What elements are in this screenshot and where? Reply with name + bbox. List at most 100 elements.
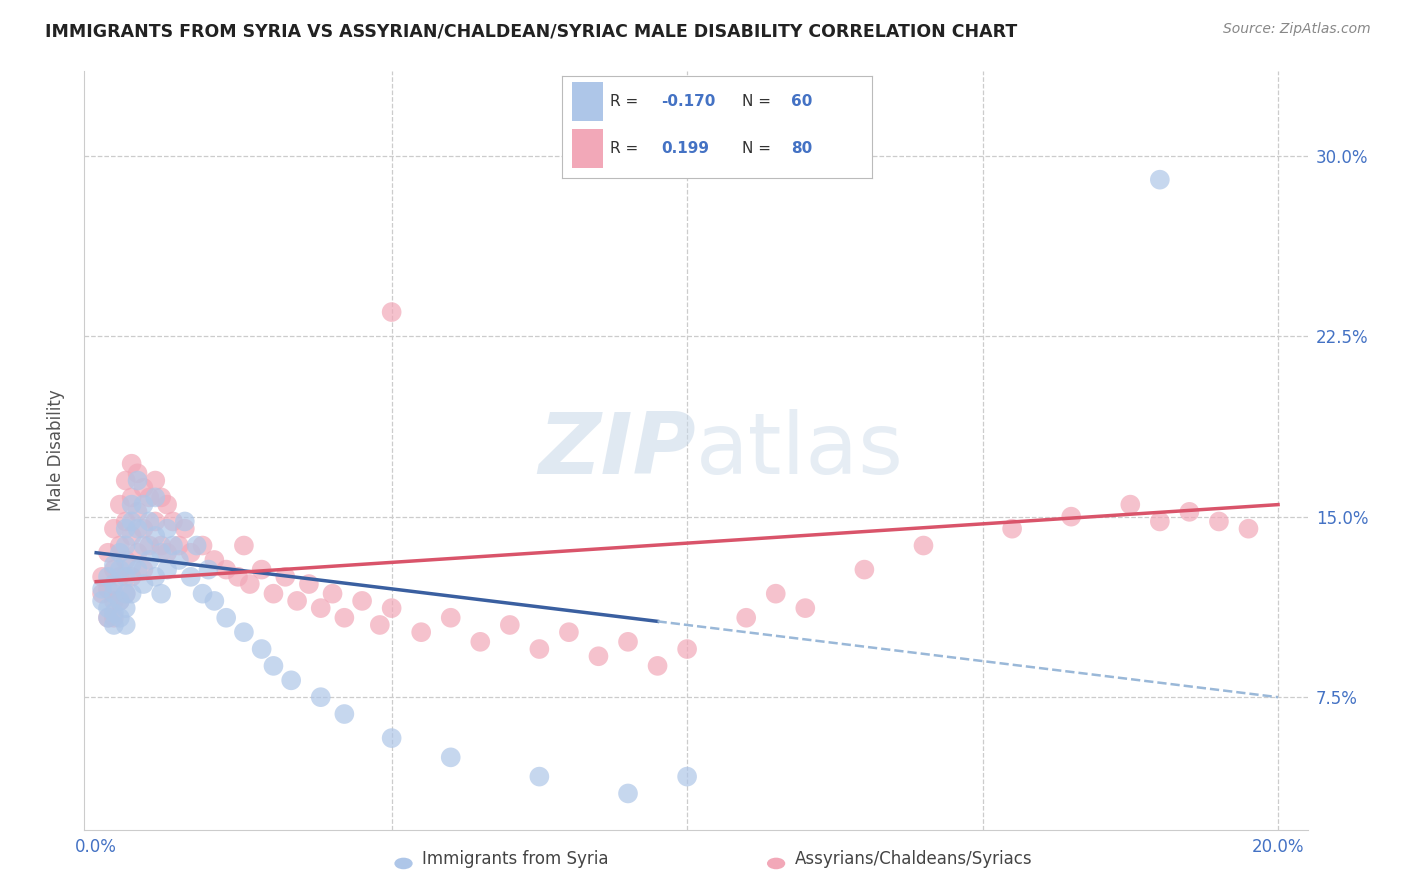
Point <box>262 659 284 673</box>
Point <box>97 582 120 596</box>
Point <box>132 522 155 536</box>
Point <box>1237 522 1260 536</box>
Point <box>232 625 254 640</box>
Point <box>647 659 669 673</box>
Point <box>114 601 136 615</box>
Point <box>97 601 120 615</box>
Point <box>143 474 166 488</box>
Point <box>103 587 125 601</box>
Point <box>97 611 120 625</box>
Point <box>197 563 219 577</box>
Point <box>912 539 935 553</box>
Point <box>108 594 131 608</box>
Point <box>127 474 149 488</box>
Bar <box>572 129 603 168</box>
Point <box>121 587 143 601</box>
Point <box>262 587 284 601</box>
Point <box>1060 509 1083 524</box>
Point <box>186 539 208 553</box>
Point <box>1208 515 1230 529</box>
Point <box>285 594 308 608</box>
Point <box>156 498 179 512</box>
Point <box>162 539 184 553</box>
Point <box>202 553 225 567</box>
Point <box>529 642 551 657</box>
Point <box>103 618 125 632</box>
Point <box>108 570 131 584</box>
Point <box>250 642 273 657</box>
Point <box>156 563 179 577</box>
Point <box>150 491 173 505</box>
Point <box>558 625 581 640</box>
Text: 60: 60 <box>792 94 813 109</box>
Point <box>180 570 202 584</box>
Point <box>97 611 120 625</box>
Point <box>333 706 356 721</box>
Point <box>114 587 136 601</box>
Point <box>108 539 131 553</box>
Point <box>381 601 404 615</box>
Point <box>215 611 238 625</box>
Point <box>173 522 195 536</box>
Point <box>180 546 202 560</box>
Point <box>121 558 143 572</box>
Text: N =: N = <box>742 141 770 156</box>
Point <box>91 582 114 596</box>
Point <box>138 491 160 505</box>
Text: R =: R = <box>610 141 638 156</box>
Point <box>114 570 136 584</box>
Point <box>215 563 238 577</box>
Point <box>1001 522 1024 536</box>
Point <box>794 601 817 615</box>
Point <box>127 563 149 577</box>
Point <box>381 305 404 319</box>
Point <box>143 529 166 543</box>
Point <box>108 498 131 512</box>
Point <box>156 522 179 536</box>
Text: Immigrants from Syria: Immigrants from Syria <box>422 850 609 868</box>
Text: ZIP: ZIP <box>538 409 696 492</box>
Point <box>1149 515 1171 529</box>
Point <box>114 515 136 529</box>
Point <box>114 522 136 536</box>
Point <box>298 577 321 591</box>
Point <box>127 522 149 536</box>
Point <box>108 546 131 560</box>
Point <box>143 570 166 584</box>
Point <box>1149 172 1171 186</box>
Text: IMMIGRANTS FROM SYRIA VS ASSYRIAN/CHALDEAN/SYRIAC MALE DISABILITY CORRELATION CH: IMMIGRANTS FROM SYRIA VS ASSYRIAN/CHALDE… <box>45 22 1018 40</box>
Point <box>150 587 173 601</box>
Text: 80: 80 <box>792 141 813 156</box>
Point <box>132 481 155 495</box>
Point <box>103 594 125 608</box>
Point <box>191 539 214 553</box>
Point <box>499 618 522 632</box>
Point <box>274 570 297 584</box>
Point <box>676 642 699 657</box>
Point <box>121 498 143 512</box>
Point <box>162 515 184 529</box>
Point <box>617 787 640 801</box>
Point <box>114 618 136 632</box>
Point <box>132 539 155 553</box>
Point <box>114 474 136 488</box>
Point <box>765 587 787 601</box>
Point <box>309 690 332 705</box>
Point <box>202 594 225 608</box>
Point <box>333 611 356 625</box>
Point <box>173 515 195 529</box>
Point <box>250 563 273 577</box>
Point <box>132 577 155 591</box>
Point <box>121 529 143 543</box>
Text: Source: ZipAtlas.com: Source: ZipAtlas.com <box>1223 22 1371 37</box>
Point <box>440 750 463 764</box>
Point <box>470 635 492 649</box>
Point <box>91 594 114 608</box>
Point <box>91 587 114 601</box>
Point <box>309 601 332 615</box>
Point <box>167 539 190 553</box>
Point <box>103 611 125 625</box>
Point <box>103 558 125 572</box>
Point <box>150 539 173 553</box>
Point <box>617 635 640 649</box>
